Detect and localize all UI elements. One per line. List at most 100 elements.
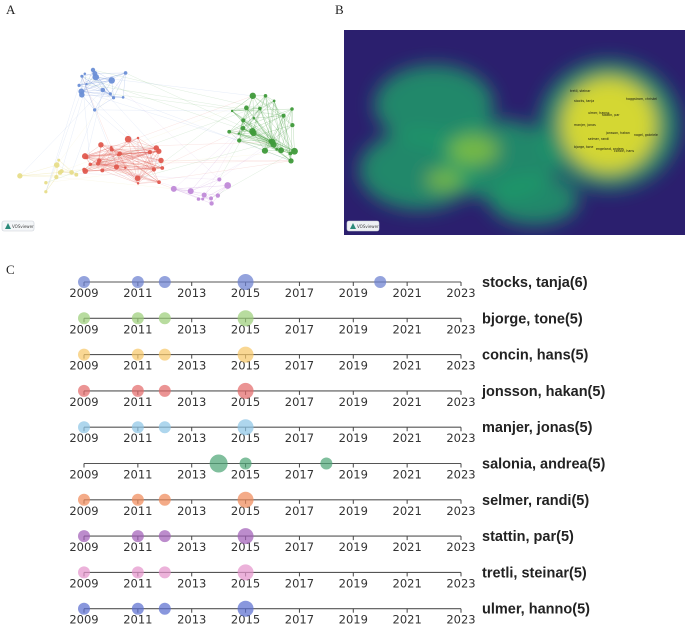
network-edge xyxy=(231,110,291,154)
network-edge xyxy=(110,72,126,94)
tick-label: 2019 xyxy=(339,395,368,409)
network-node xyxy=(136,136,140,140)
network-edge xyxy=(190,144,274,192)
network-edge xyxy=(137,137,160,183)
network-edge xyxy=(111,80,220,180)
tick-label: 2009 xyxy=(69,286,98,300)
network-edge xyxy=(259,108,273,143)
tick-label: 2011 xyxy=(123,468,152,482)
network-edge xyxy=(84,144,102,157)
network-edge xyxy=(90,164,103,171)
network-edge xyxy=(85,151,150,172)
publication-bubble xyxy=(131,602,144,615)
density-node-label: ulmer, hanno xyxy=(588,111,609,115)
network-edge xyxy=(119,153,126,168)
network-edge xyxy=(97,147,157,164)
network-node xyxy=(290,107,294,111)
network-edge xyxy=(253,95,266,134)
author-label: bjorge, tone(5) xyxy=(482,311,583,327)
density-node-label: bjorge, tone xyxy=(574,145,593,149)
network-edge xyxy=(264,100,275,151)
network-edge xyxy=(246,107,274,145)
publication-bubble xyxy=(78,493,90,506)
network-edge xyxy=(111,147,139,184)
tick-label: 2019 xyxy=(339,576,368,590)
tick-label: 2023 xyxy=(446,322,475,336)
network-edge xyxy=(19,164,57,177)
network-node xyxy=(151,167,157,172)
network-edge xyxy=(111,149,117,167)
network-edge xyxy=(19,175,57,178)
tick-label: 2019 xyxy=(339,359,368,373)
network-edge xyxy=(127,139,155,170)
tick-label: 2013 xyxy=(177,322,206,336)
network-node xyxy=(170,185,177,192)
tick-label: 2009 xyxy=(69,576,98,590)
tick-label: 2013 xyxy=(177,359,206,373)
publication-bubble xyxy=(209,454,228,473)
tick-label: 2011 xyxy=(123,431,152,445)
network-edge xyxy=(173,185,228,190)
network-edge xyxy=(119,153,162,161)
network-edge xyxy=(90,164,126,169)
network-node xyxy=(74,172,79,177)
tick-label: 2019 xyxy=(339,431,368,445)
network-edge xyxy=(86,83,284,116)
network-edge xyxy=(86,89,103,158)
network-edge xyxy=(128,139,151,153)
network-edge xyxy=(86,157,99,164)
network-edge xyxy=(243,120,295,152)
network-node xyxy=(92,71,98,76)
network-edge xyxy=(97,163,160,183)
network-nodes xyxy=(17,67,298,206)
network-edge xyxy=(259,108,274,145)
density-labels: stocks, tanja ulmer, hanno manjer, jonas st… xyxy=(570,89,658,153)
network-edge xyxy=(85,167,163,172)
network-edge xyxy=(204,179,220,196)
network-edge xyxy=(229,117,254,132)
network-edge xyxy=(56,93,111,166)
network-node xyxy=(108,77,115,84)
network-edge xyxy=(138,181,160,184)
network-edge xyxy=(102,89,159,152)
network-node xyxy=(224,182,232,189)
density-blobs xyxy=(359,60,679,225)
publication-bubble xyxy=(237,528,254,545)
tick-label: 2021 xyxy=(393,468,422,482)
publication-bubble xyxy=(320,457,333,470)
publication-bubble xyxy=(374,276,387,288)
network-edge xyxy=(71,109,95,173)
network-edge xyxy=(128,138,157,149)
tick-label: 2021 xyxy=(393,576,422,590)
timeline-row: 2009 2011 2013 2015 2017 2019 2021 2023 selmer, … xyxy=(69,491,589,518)
network-edge xyxy=(173,188,212,204)
network-edge xyxy=(81,94,124,98)
tick-label: 2017 xyxy=(285,286,314,300)
tick-label: 2019 xyxy=(339,540,368,554)
publication-bubble xyxy=(158,566,171,579)
network-edge xyxy=(100,144,126,168)
tick-label: 2009 xyxy=(69,504,98,518)
network-edge xyxy=(273,100,291,154)
network-node xyxy=(263,94,268,98)
network-edge xyxy=(85,167,126,172)
network-edge xyxy=(259,108,282,151)
vosviewer-badge-label: VOSviewer xyxy=(357,224,379,229)
network-node xyxy=(85,82,88,86)
network-edge xyxy=(239,124,293,141)
network-edge xyxy=(252,108,261,132)
tick-label: 2015 xyxy=(231,468,260,482)
network-edge xyxy=(81,80,112,92)
tick-label: 2011 xyxy=(123,395,152,409)
vosviewer-badge-b: VOSviewer xyxy=(346,220,380,232)
network-edge xyxy=(149,152,155,170)
network-edge xyxy=(264,115,284,151)
tick-label: 2021 xyxy=(393,504,422,518)
tick-label: 2015 xyxy=(231,504,260,518)
network-edge xyxy=(94,72,126,74)
network-edge xyxy=(239,140,266,151)
density-blob xyxy=(489,175,579,225)
tick-label: 2021 xyxy=(393,286,422,300)
network-node xyxy=(88,162,93,167)
tick-label: 2009 xyxy=(69,468,98,482)
